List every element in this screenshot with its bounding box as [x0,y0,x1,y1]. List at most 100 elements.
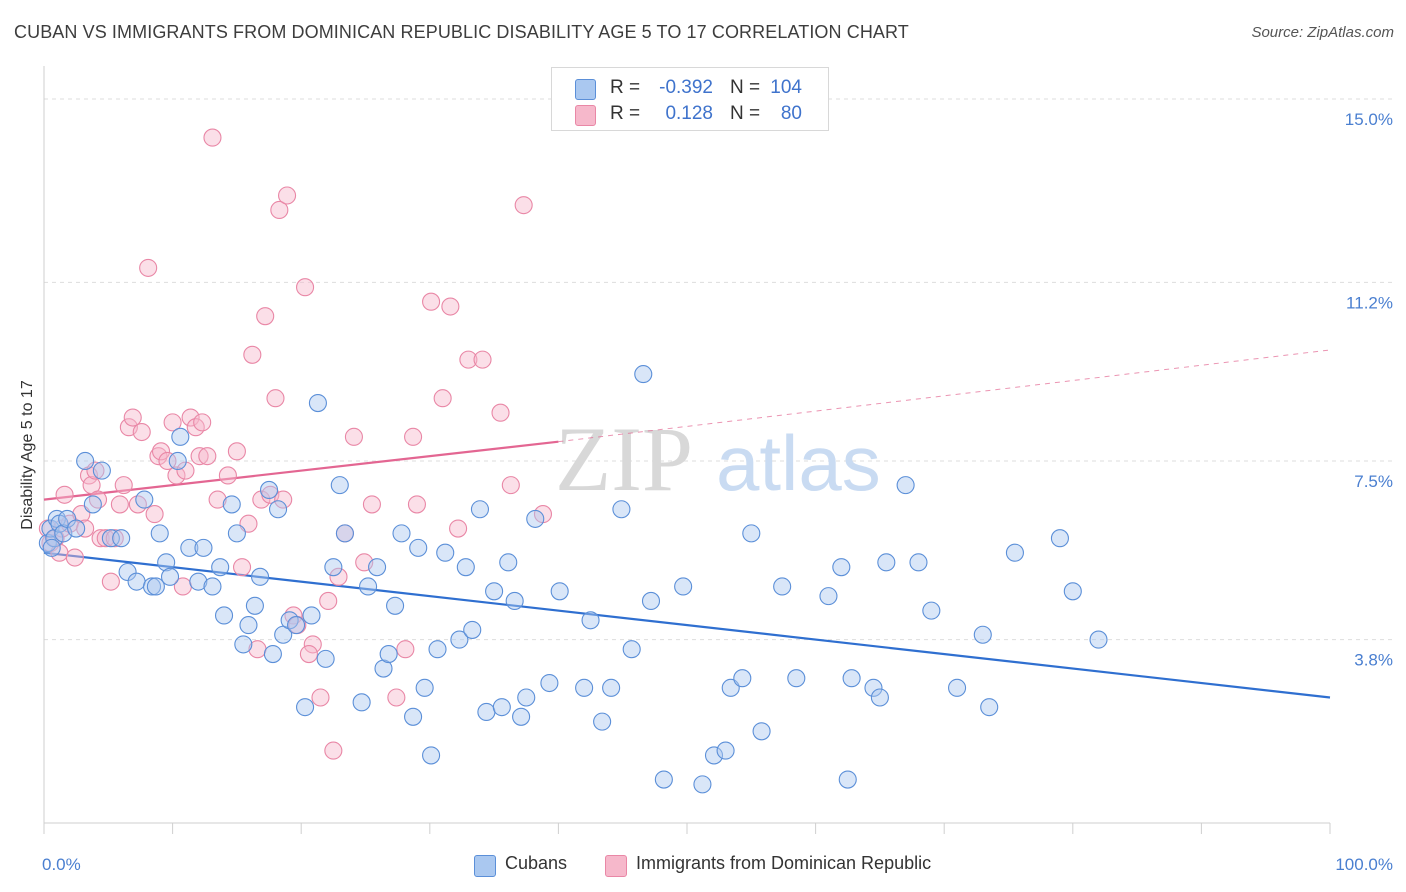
axes [43,66,1331,834]
dominican-point [198,447,217,466]
dominican-point [433,389,452,408]
dominican-point [181,408,200,427]
cuban-point [259,480,279,499]
dominican-point [145,505,164,524]
cuban-point [227,524,246,543]
dominican-point [274,490,293,509]
dominican-point [514,196,533,215]
dominican-point [167,466,186,485]
dominican-point [149,447,168,466]
cuban-point [189,572,208,591]
cuban-point [404,707,423,726]
grid-lines [44,98,1392,641]
cuban-point [540,673,559,693]
cuban-point [456,558,475,577]
cuban-point [194,538,213,557]
cuban-point [157,553,176,572]
cuban-point [721,678,740,697]
cuban-point [526,509,545,528]
y-tick-label: 7.5% [1354,472,1393,491]
watermark-zip: ZIP [555,408,693,510]
legend-r-value: 0.128 [665,103,713,124]
cuban-point [838,770,857,789]
y-tick-label: 15.0% [1345,110,1393,129]
dominican-point [422,292,441,311]
x-tick-label: 100.0% [1335,855,1393,874]
cuban-point [234,635,253,654]
dominican-point [311,688,330,707]
cuban-point [742,524,761,543]
cuban-point [1089,630,1108,649]
cuban-point [980,698,999,717]
dominican-point [459,350,478,369]
legend-swatch-pink [575,105,596,126]
cuban-point [896,476,915,495]
cuban-point [752,722,771,741]
dominican-point [151,442,171,461]
dominican-point [139,258,158,277]
dominican-point [344,427,363,446]
cuban-point [146,577,165,596]
cuban-point [135,490,154,509]
cuban-point [316,649,335,668]
cuban-point [773,577,792,596]
legend-n-value: 80 [780,103,802,124]
dominican-point [491,403,510,422]
dominican-point [227,442,246,461]
cuban-point [287,616,306,635]
dominican-point [91,529,110,548]
cuban-point [263,645,282,664]
cuban-point [127,572,146,591]
cuban-point [308,394,327,413]
cuban-point [602,678,621,697]
y-axis-label: Disability Age 5 to 17 [19,380,36,530]
dominican-point [114,476,133,495]
dominican-point [132,422,151,442]
dominican-point [256,307,275,326]
cuban-point [42,538,61,557]
x-tick-label: 0.0% [42,855,81,874]
dominican-point [319,591,338,611]
cuban-point [168,451,187,471]
cuban-point [83,495,102,514]
y-tick-label: 11.2% [1346,293,1393,312]
dominican-point [407,495,426,514]
cuban-trend-line [43,551,1331,699]
cuban-point [870,688,889,707]
dominican-point [449,519,468,538]
cuban-point [160,567,180,586]
cuban-point [222,495,241,514]
cuban-point [269,500,288,519]
cuban-point [505,591,524,611]
legend-n-label: N = [730,103,761,124]
cuban-point [463,620,482,639]
cuban-point [180,538,199,557]
cuban-point [302,606,321,625]
cuban-point [76,451,95,471]
trend-lines [43,349,1331,699]
dominican-point [329,567,348,586]
cuban-point [1005,543,1024,562]
dominican-point [55,485,74,504]
cuban-point [492,698,511,717]
cuban-point [359,577,378,596]
cuban-point [909,553,928,572]
dominican-point [163,413,182,432]
cuban-point [428,640,447,659]
cuban-point [368,558,387,577]
cuban-point [693,775,712,794]
dominican-point [278,186,297,205]
cuban-point [296,698,315,717]
cuban-point [877,553,896,572]
cuban-point [470,500,490,519]
cuban-point [864,678,883,697]
cuban-point [612,500,631,519]
dominican-point [88,490,108,509]
cuban-point [171,427,190,446]
dominican-point [396,640,415,659]
dominican-trend-line [43,440,559,501]
legend-r-label: R = [610,103,641,124]
dominican-point [208,490,227,509]
cuban-point [575,678,594,697]
